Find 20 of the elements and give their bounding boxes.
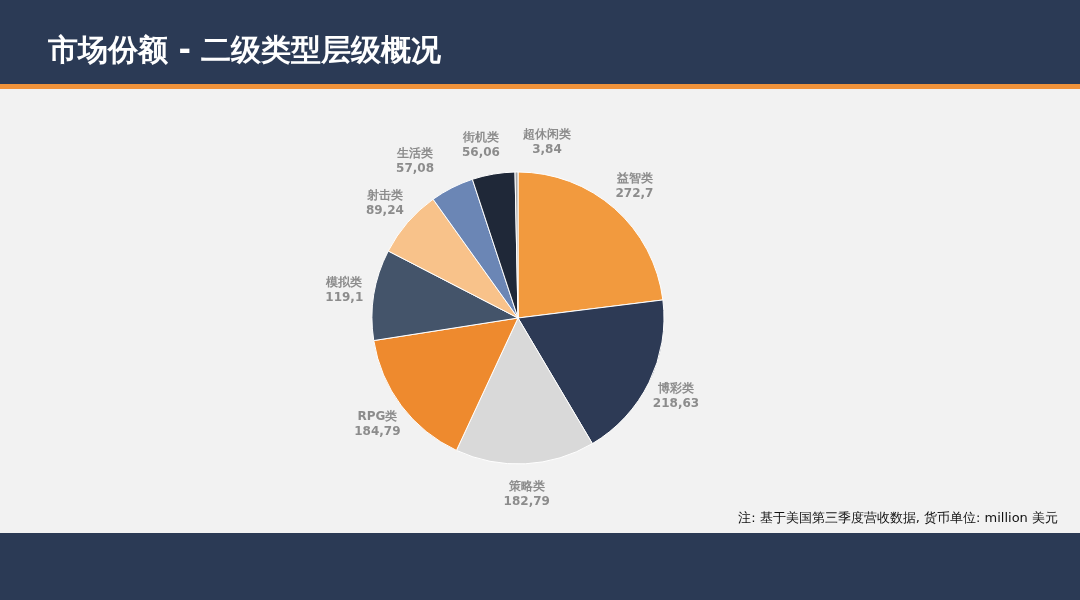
slice-label: RPG类 <box>357 408 398 423</box>
data-label: 57,08 <box>396 161 435 176</box>
slice-label: 策略类 <box>507 478 545 493</box>
text: 注: 基于美国第三季度营收数据, 货币单位: million 美元 <box>738 510 1058 525</box>
slice-label: 益智类 <box>615 171 653 186</box>
slice-label: 生活类 <box>396 146 434 161</box>
chart-title: 市场份额 - 二级类型层级概况 <box>47 32 443 67</box>
data-label: 184,79 <box>354 423 401 438</box>
slice-label: 超休闲类 <box>521 127 571 142</box>
data-label: 3,84 <box>532 142 562 157</box>
data-label: 182,79 <box>503 493 550 508</box>
data-label: 272,7 <box>615 186 654 201</box>
data-label: 119,1 <box>325 289 364 304</box>
slice-label: 博彩类 <box>657 380 695 395</box>
slice-label: 模拟类 <box>325 274 363 289</box>
data-label: 218,63 <box>652 395 700 410</box>
data-label: 56,06 <box>461 144 500 159</box>
slice-label: 射击类 <box>365 187 403 202</box>
slice-label: 街机类 <box>461 129 499 144</box>
data-label: 89,24 <box>365 202 404 217</box>
